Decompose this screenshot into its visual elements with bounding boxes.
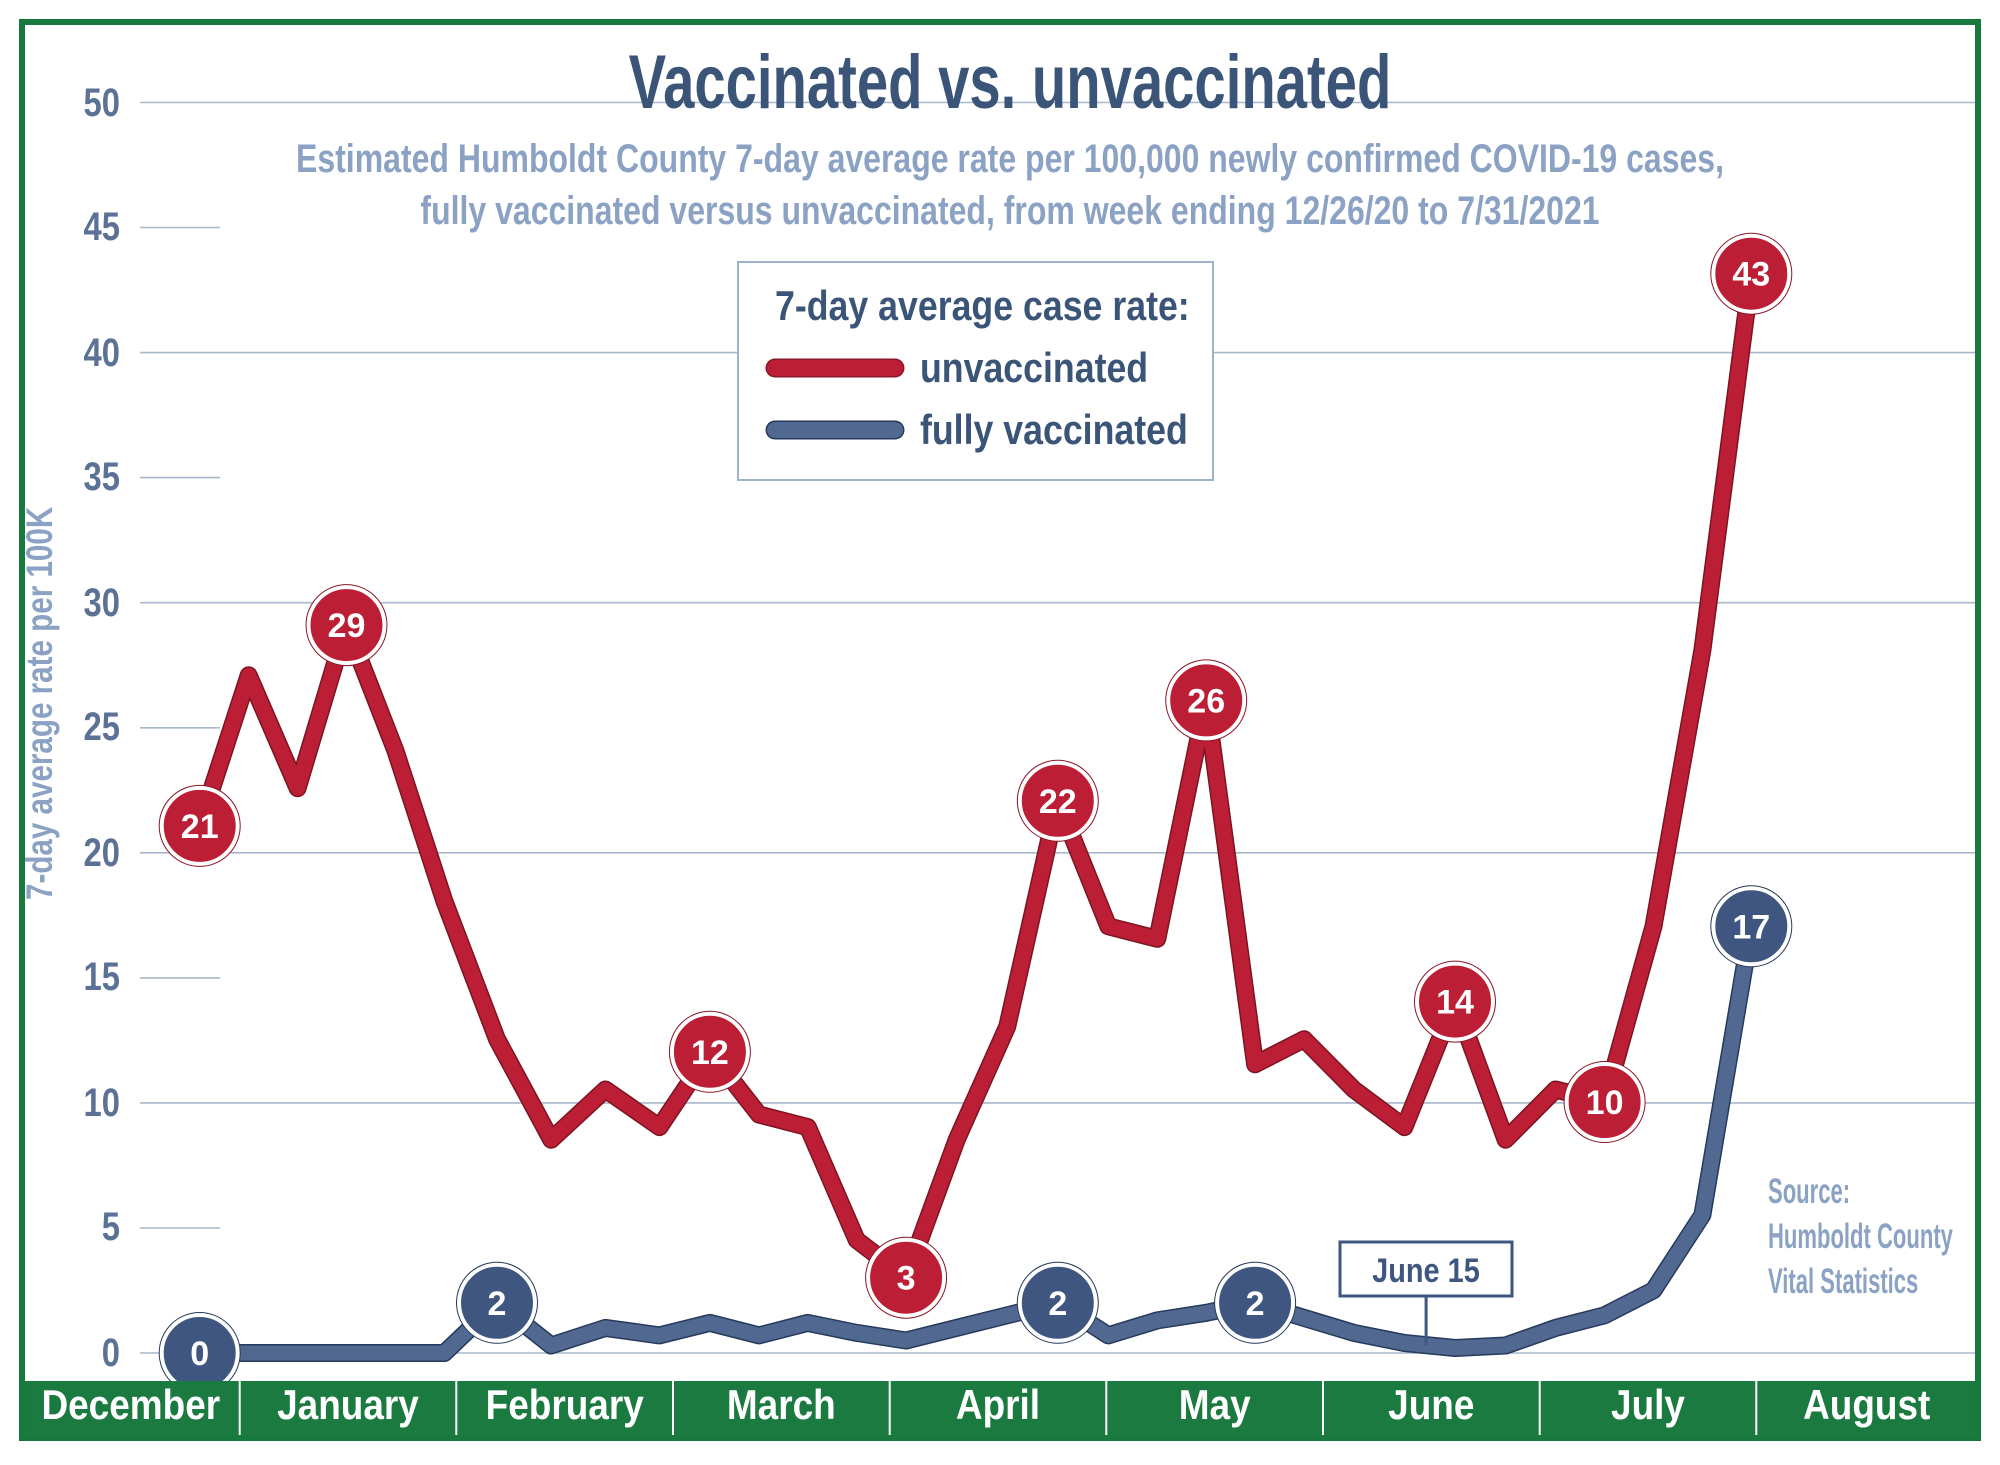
svg-text:2: 2 [1246,1285,1265,1323]
svg-text:2: 2 [1048,1285,1067,1323]
svg-text:43: 43 [1732,256,1770,294]
svg-text:unvaccinated: unvaccinated [920,345,1148,391]
svg-text:30: 30 [84,580,120,625]
svg-text:December: December [41,1382,220,1429]
svg-text:3: 3 [897,1260,916,1298]
svg-text:March: March [727,1382,836,1429]
svg-text:40: 40 [84,330,120,375]
svg-text:Source:: Source: [1768,1173,1850,1211]
svg-text:22: 22 [1039,783,1077,821]
svg-text:10: 10 [1586,1084,1624,1122]
svg-text:35: 35 [84,454,120,499]
svg-text:21: 21 [181,808,219,846]
svg-text:Humboldt County: Humboldt County [1768,1218,1953,1256]
svg-text:Estimated Humboldt County 7-da: Estimated Humboldt County 7-day average … [296,136,1724,181]
svg-text:15: 15 [84,954,120,999]
svg-text:April: April [956,1382,1040,1429]
svg-text:August: August [1803,1382,1930,1429]
svg-text:25: 25 [84,704,120,749]
svg-text:0: 0 [190,1335,209,1373]
svg-text:7-day average case rate:: 7-day average case rate: [775,283,1190,329]
svg-text:29: 29 [328,607,366,645]
svg-text:10: 10 [84,1080,120,1125]
svg-text:February: February [486,1382,644,1429]
svg-text:12: 12 [691,1034,729,1072]
svg-text:26: 26 [1187,682,1225,720]
svg-text:fully vaccinated: fully vaccinated [920,407,1188,453]
svg-text:May: May [1179,1382,1251,1429]
svg-text:June 15: June 15 [1372,1251,1480,1290]
svg-text:20: 20 [84,830,120,875]
svg-text:fully vaccinated versus unvacc: fully vaccinated versus unvaccinated, fr… [420,188,1599,233]
svg-text:2: 2 [488,1285,507,1323]
svg-text:50: 50 [84,80,120,125]
svg-text:45: 45 [84,204,120,249]
svg-text:17: 17 [1732,908,1770,946]
svg-text:0: 0 [102,1330,120,1375]
svg-text:14: 14 [1436,984,1474,1022]
svg-text:January: January [277,1382,419,1429]
svg-text:July: July [1611,1382,1685,1429]
svg-text:Vaccinated vs. unvaccinated: Vaccinated vs. unvaccinated [629,40,1392,125]
svg-text:Vital Statistics: Vital Statistics [1768,1263,1918,1301]
svg-text:5: 5 [102,1204,120,1249]
svg-text:June: June [1388,1382,1474,1429]
svg-text:7-day average rate per 100K: 7-day average rate per 100K [20,507,61,900]
